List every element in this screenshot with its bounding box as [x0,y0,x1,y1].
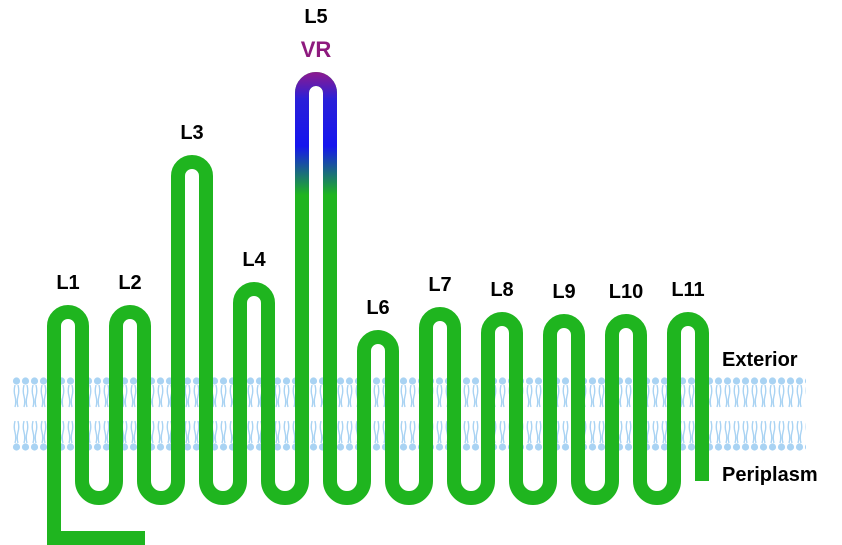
loop-label: L4 [242,249,266,271]
loop-label: L9 [552,281,575,303]
loop-label: L5 [304,6,327,28]
loop-label: L2 [118,272,141,294]
topology-diagram: Exterior Periplasm L1 L2 L3 L4 VR L5 L6 L7 L8 L9 L… [0,0,842,545]
loop-label: L10 [609,281,643,303]
loop-label: L11 [671,279,704,301]
exterior-label: Exterior [722,349,798,371]
membrane [12,375,806,453]
periplasm-label: Periplasm [722,464,818,486]
variable-region [302,79,330,196]
vr-label: VR [301,37,332,62]
loop-label: L7 [428,274,451,296]
loop-label: L8 [490,279,513,301]
loop-label: L6 [366,297,389,319]
loop-label: L1 [56,272,79,294]
loop-label: L3 [180,122,203,144]
